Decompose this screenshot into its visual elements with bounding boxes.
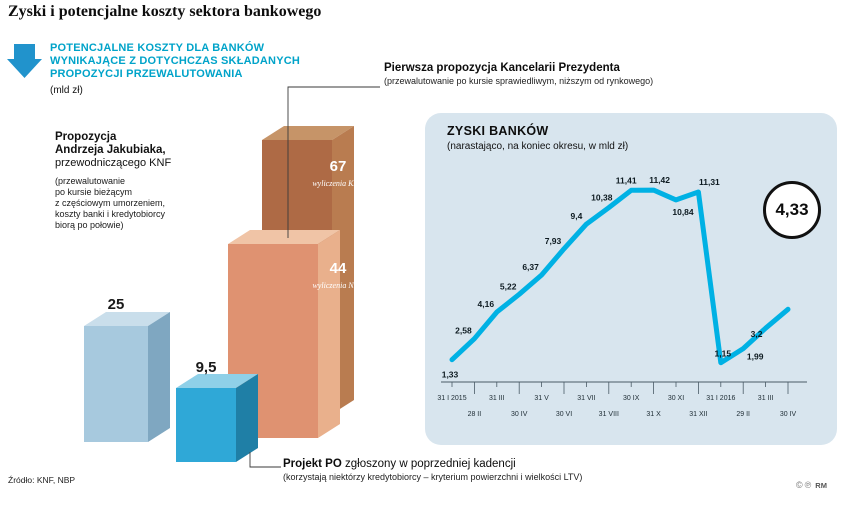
profit-line-chart: 31 I 2015 28 II 31 III 30 IV 31 V 30 VI 31 VII… <box>437 175 807 418</box>
bar-67-top-face <box>262 126 354 140</box>
bar-44-value: 44 <box>329 260 347 277</box>
axis-date-label: 30 IX <box>623 395 640 402</box>
profit-line <box>449 187 791 366</box>
costs-heading-line-1: POTENCJALNE KOSZTY DLA BANKÓW <box>50 42 265 54</box>
bar-9-5-top-face <box>176 374 258 388</box>
copyright-icon: © <box>796 480 803 490</box>
axis-date-label: 31 III <box>758 395 774 402</box>
bar-25-front-face <box>84 326 148 442</box>
point-value-label: 4,16 <box>478 299 495 309</box>
axis-date-label: 30 VI <box>556 411 572 418</box>
bank-profits-panel: 31 I 2015 28 II 31 III 30 IV 31 V 30 VI 31 VII… <box>425 113 837 445</box>
axis-date-label: 31 VIII <box>599 411 619 418</box>
knf-proposal-note: (przewalutowanie po kursie bieżącym z cz… <box>55 176 166 230</box>
po-proposal-title: Projekt PO zgłoszony w poprzedniej kaden… <box>283 458 582 470</box>
bar-25-top-face <box>84 312 170 326</box>
rm-mark: RM <box>815 480 827 490</box>
axis-date-label: 31 I 2016 <box>706 395 735 402</box>
down-arrow-icon <box>7 44 42 78</box>
point-value-label: 10,84 <box>672 207 694 217</box>
bar-67-caption: wyliczenia KNF <box>312 179 364 188</box>
costs-heading-line-2: WYNIKAJĄCE Z DOTYCHCZAS SKŁADANYCH <box>50 55 301 67</box>
phonogram-icon: ℗ <box>804 480 812 490</box>
axis-date-label: 28 II <box>468 411 482 418</box>
president-proposal-label: Pierwsza propozycja Kancelarii Prezydent… <box>384 62 653 86</box>
point-value-label: 1,15 <box>715 349 732 359</box>
panel-title: ZYSKI BANKÓW <box>447 124 549 138</box>
axis-date-label: 31 XII <box>689 411 707 418</box>
point-value-label: 6,37 <box>522 262 539 272</box>
bar-44-top-face <box>228 230 340 244</box>
bar-9-5-value: 9,5 <box>195 359 217 376</box>
axis-date-label: 29 II <box>736 411 750 418</box>
axis-date-label: 31 VII <box>577 395 595 402</box>
point-value-label: 1,33 <box>442 370 459 380</box>
knf-proposal-line-2: Andrzeja Jakubiaka, <box>55 144 166 156</box>
bar-9-5-side-face <box>236 374 258 462</box>
point-value-label: 10,38 <box>591 193 613 203</box>
point-value-label: 11,41 <box>616 175 637 185</box>
po-proposal-title-bold: Projekt PO <box>283 458 342 470</box>
point-value-label: 5,22 <box>500 281 517 291</box>
copyright-marks: © ℗ RM <box>796 480 827 490</box>
bar-25-value: 25 <box>107 296 125 313</box>
po-proposal-note: (korzystają niektórzy kredytobiorcy – kr… <box>283 472 583 482</box>
president-proposal-title: Pierwsza propozycja Kancelarii Prezydent… <box>384 62 620 74</box>
axis-date-label: 31 III <box>489 395 505 402</box>
costs-heading-line-3: PROPOZYCJI PRZEWALUTOWANIA <box>50 68 243 80</box>
axis-date-label: 31 V <box>534 395 549 402</box>
point-value-label: 7,93 <box>545 236 562 246</box>
point-value-label: 1,99 <box>747 352 764 362</box>
po-proposal-label: Projekt PO zgłoszony w poprzedniej kaden… <box>283 458 582 482</box>
knf-proposal-line-3: przewodniczącego KNF <box>55 157 172 169</box>
connector-line-president <box>287 86 380 238</box>
connector-line-po <box>249 452 281 468</box>
bar-44-caption: wyliczenia NBP <box>312 281 364 290</box>
axis-date-label: 30 IV <box>780 411 797 418</box>
point-value-label: 11,42 <box>649 175 670 185</box>
bar-9-5-front-face <box>176 388 236 462</box>
point-value-label: 9,4 <box>570 211 582 221</box>
highlight-value-badge: 4,33 <box>763 181 821 239</box>
axis-date-label: 31 X <box>646 411 661 418</box>
bar-25-side-face <box>148 312 170 442</box>
costs-heading: POTENCJALNE KOSZTY DLA BANKÓW WYNIKAJĄCE… <box>50 42 300 96</box>
president-proposal-note: (przewalutowanie po kursie sprawiedliwym… <box>384 76 654 86</box>
point-value-label: 3,2 <box>751 329 763 339</box>
axis-date-label: 30 XI <box>668 395 684 402</box>
page-title: Zyski i potencjalne koszty sektora banko… <box>8 3 322 20</box>
bar-44-side-face <box>318 230 340 438</box>
axis-date-label: 30 IV <box>511 411 528 418</box>
costs-heading-unit: (mld zł) <box>50 85 83 96</box>
po-proposal-title-rest: zgłoszony w poprzedniej kadencji <box>341 458 516 470</box>
bar-67-value: 67 <box>329 158 347 175</box>
knf-proposal-label: Propozycja Andrzeja Jakubiaka, przewodni… <box>55 131 171 231</box>
source-note: Źródło: KNF, NBP <box>8 475 76 485</box>
knf-proposal-line-1: Propozycja <box>55 131 117 143</box>
panel-subtitle: (narastająco, na koniec okresu, w mld zł… <box>447 141 629 152</box>
axis-date-label: 31 I 2015 <box>437 395 466 402</box>
point-value-label: 11,31 <box>699 177 720 187</box>
point-value-label: 2,58 <box>455 326 472 336</box>
